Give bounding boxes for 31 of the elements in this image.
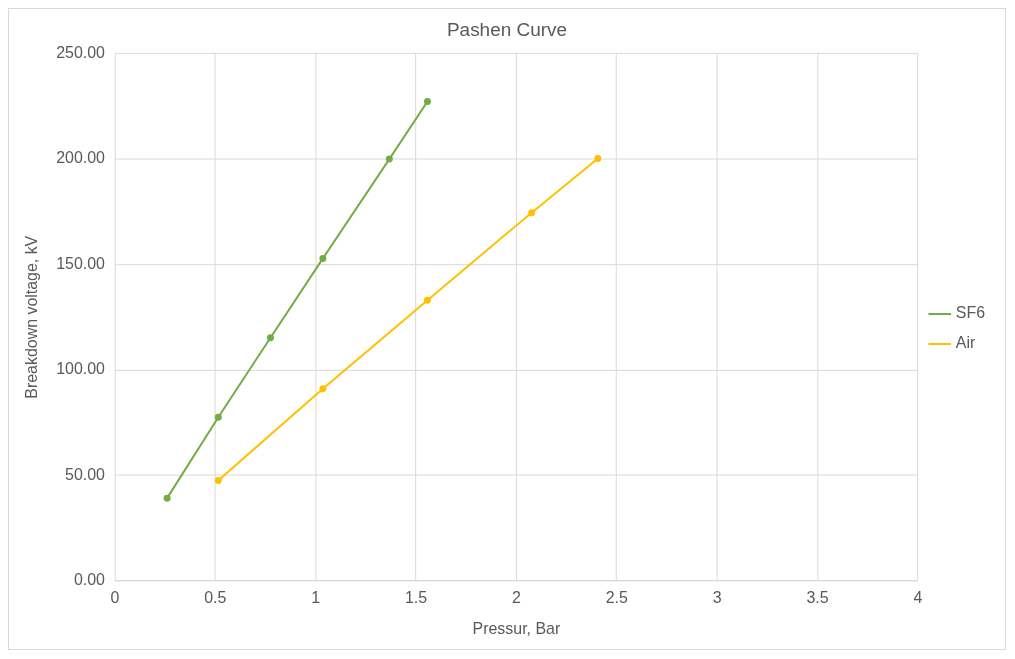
x-tick-label: 0.5	[204, 588, 227, 606]
point	[266, 334, 274, 342]
y-tick-label: 50.00	[65, 465, 106, 483]
x-tick-label: 3.5	[806, 588, 829, 606]
point	[163, 494, 171, 502]
point	[319, 254, 327, 262]
point	[423, 296, 431, 304]
point	[594, 154, 602, 162]
legend-label: SF6	[955, 304, 986, 322]
point	[423, 98, 431, 106]
x-tick-label: 1.5	[404, 588, 428, 606]
legend-label: Air	[955, 334, 976, 352]
y-tick-label: 100.00	[56, 360, 106, 378]
x-tick-label: 0	[110, 588, 120, 606]
y-tick-label: 0.00	[73, 571, 106, 589]
x-tick-label: 3	[712, 588, 722, 606]
chart-title: Pashen Curve	[446, 18, 568, 40]
point	[319, 385, 327, 393]
point	[214, 476, 222, 484]
y-tick-label: 250.00	[56, 44, 106, 62]
x-tick-label: 2	[511, 588, 521, 606]
y-tick-label: 200.00	[56, 149, 106, 167]
x-tick-label: 2.5	[605, 588, 628, 606]
point	[385, 155, 393, 163]
y-axis-title: Breakdown voltage, kV	[22, 235, 40, 399]
x-tick-label: 1	[311, 588, 321, 606]
point	[214, 413, 222, 421]
x-axis-title: Pressur, Bar	[472, 619, 561, 637]
x-tick-label: 4	[913, 588, 923, 606]
point	[528, 209, 536, 217]
y-tick-label: 150.00	[56, 254, 106, 272]
